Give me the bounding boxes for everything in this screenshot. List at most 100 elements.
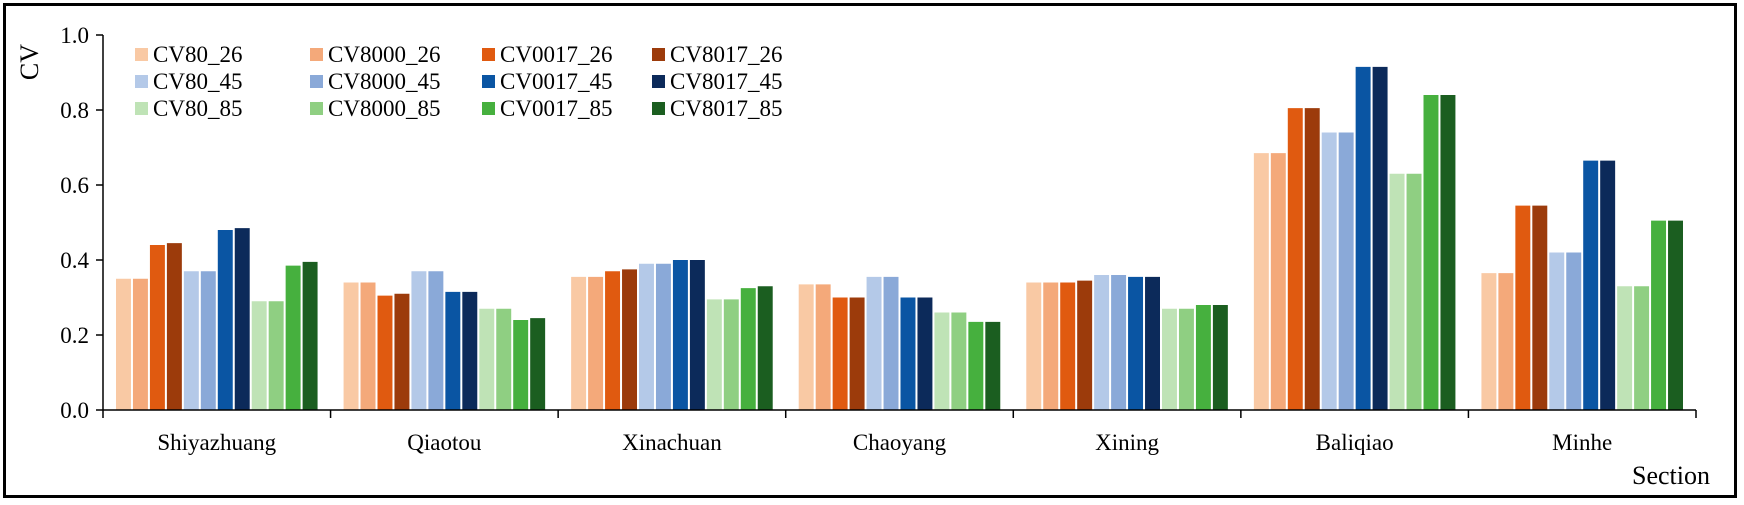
bar [1178, 308, 1194, 410]
bar [815, 284, 831, 411]
legend-label: CV80_45 [153, 69, 242, 94]
legend-label: CV80_26 [153, 42, 242, 67]
y-tick-label: 0.2 [60, 323, 89, 348]
x-tick-label: Xining [1095, 430, 1159, 455]
bar [530, 318, 546, 411]
bar [740, 288, 756, 411]
bar [1651, 220, 1667, 411]
bar [1060, 282, 1076, 410]
x-tick-label: Xinachuan [622, 430, 722, 455]
y-tick-label: 0.6 [60, 173, 89, 198]
y-tick-label: 0.4 [60, 248, 89, 273]
bar [302, 261, 318, 411]
legend-swatch [135, 102, 148, 115]
bar [1600, 160, 1616, 411]
legend-swatch [482, 75, 495, 88]
bar [571, 276, 587, 411]
bar [917, 297, 933, 410]
legend-item: CV8017_45 [652, 69, 782, 94]
legend-item: CV8017_85 [652, 96, 782, 121]
bar [1077, 280, 1093, 411]
bar [1111, 275, 1127, 410]
bar [1026, 282, 1042, 410]
bar [1583, 160, 1599, 411]
legend-label: CV0017_85 [500, 96, 612, 121]
legend-item: CV8000_26 [310, 42, 440, 67]
bar [200, 271, 216, 410]
bar [166, 243, 182, 411]
bar [394, 293, 410, 410]
bars [116, 66, 1683, 411]
bar [951, 312, 967, 410]
bar [411, 271, 427, 410]
bar [798, 284, 814, 411]
axes: 0.0 0.2 0.4 0.6 0.8 1.0 Shiyazhuang Qiaotou Xina… [60, 23, 1697, 455]
bar [1532, 205, 1548, 410]
bar [343, 282, 359, 410]
bar [183, 271, 199, 410]
legend-item: CV80_85 [135, 96, 242, 121]
bar [132, 278, 148, 410]
bar [723, 299, 739, 411]
legend-label: CV8017_26 [670, 42, 782, 67]
bar [1128, 276, 1144, 411]
bar [285, 265, 301, 411]
bar [116, 278, 131, 410]
bar [1515, 205, 1531, 410]
legend-swatch [135, 48, 148, 61]
bar [900, 297, 916, 410]
bar [968, 321, 984, 411]
bar [1212, 305, 1228, 410]
bar [217, 230, 233, 410]
x-tick-label: Baliqiao [1316, 430, 1394, 455]
bar [1321, 132, 1337, 410]
legend-swatch [310, 75, 323, 88]
bar [1162, 308, 1177, 410]
bar [639, 263, 654, 410]
bar [1423, 95, 1439, 410]
legend-swatch [482, 102, 495, 115]
x-tick-label: Minhe [1552, 430, 1612, 455]
bar [655, 263, 671, 410]
bar [1440, 95, 1456, 410]
legend-item: CV80_26 [135, 42, 242, 67]
bar [689, 260, 705, 410]
bar [1287, 108, 1303, 411]
bar [1634, 286, 1650, 410]
bar [1372, 66, 1388, 411]
bar [588, 276, 604, 411]
bar [1253, 153, 1269, 411]
x-tick-label: Shiyazhuang [157, 430, 276, 455]
bar [832, 297, 848, 410]
y-tick-label: 0.0 [60, 398, 89, 423]
legend-item: CV8000_85 [310, 96, 440, 121]
bar [605, 271, 621, 410]
bar [706, 299, 722, 411]
bar [377, 295, 393, 411]
legend-item: CV0017_26 [482, 42, 612, 67]
bar [1094, 275, 1110, 410]
y-tick-label: 1.0 [60, 23, 89, 48]
bar [866, 276, 882, 411]
y-axis-label: CV [15, 44, 44, 80]
legend-label: CV8000_45 [328, 69, 440, 94]
legend-item: CV8000_45 [310, 69, 440, 94]
bar [360, 282, 376, 410]
y-tick-label: 0.8 [60, 98, 89, 123]
legend-swatch [652, 75, 665, 88]
legend-label: CV0017_26 [500, 42, 612, 67]
bar [1617, 286, 1633, 410]
legend-item: CV80_45 [135, 69, 242, 94]
bar [1338, 132, 1354, 410]
bar [849, 297, 865, 410]
bar [1043, 282, 1059, 410]
bar [1145, 276, 1160, 411]
bar [149, 245, 165, 410]
legend-label: CV80_85 [153, 96, 242, 121]
bar [1270, 153, 1286, 411]
x-axis-label: Section [1632, 461, 1710, 490]
bar [1355, 66, 1371, 411]
legend-swatch [482, 48, 495, 61]
x-tick-label: Qiaotou [407, 430, 482, 455]
bar [1406, 173, 1422, 410]
